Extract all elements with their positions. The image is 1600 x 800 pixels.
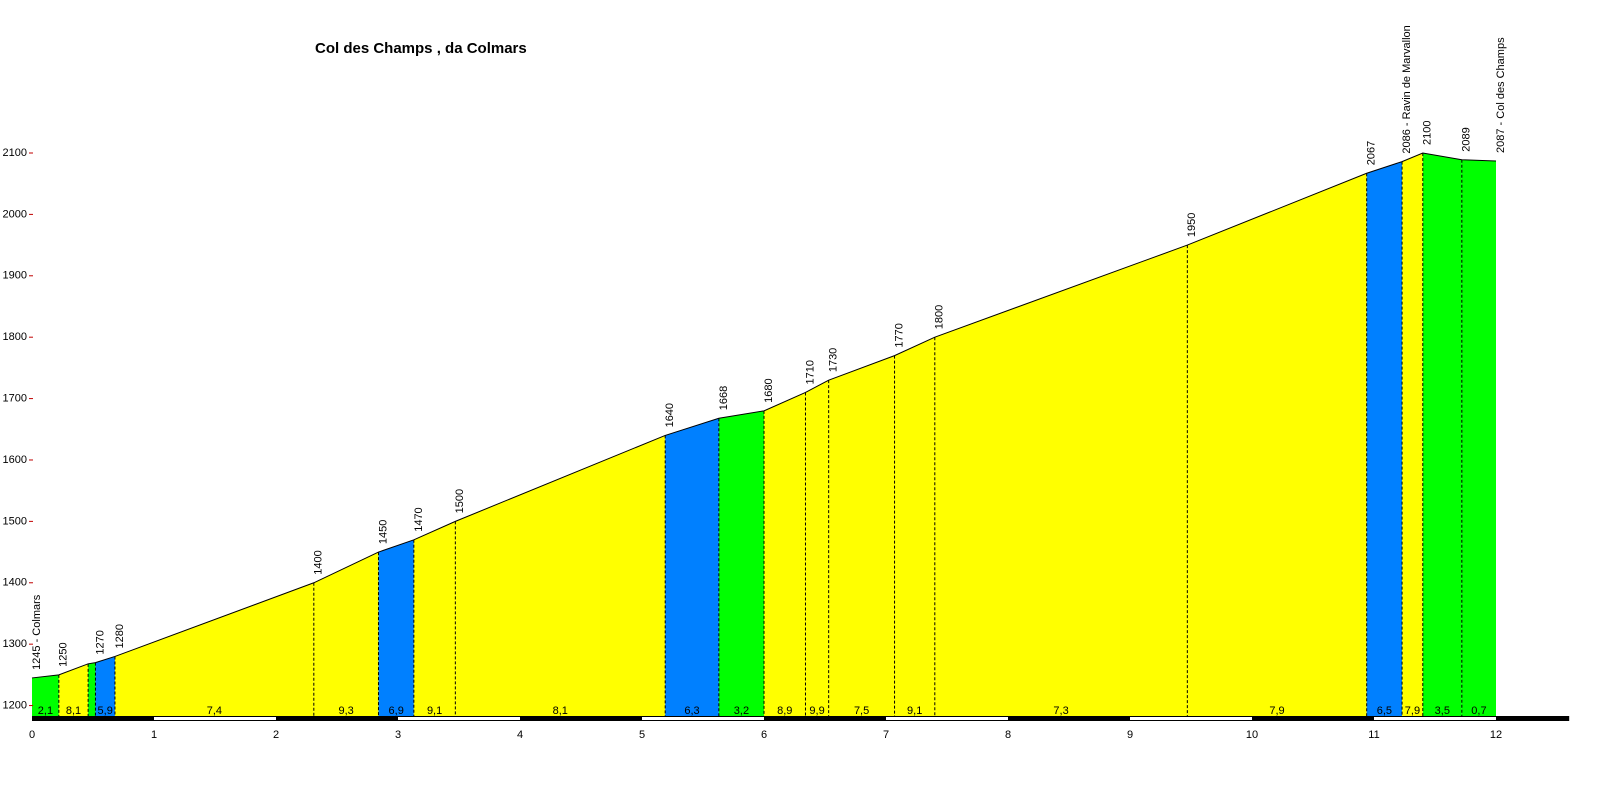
x-tick-label: 11 xyxy=(1368,729,1379,741)
gradient-label: 7,9 xyxy=(1269,705,1284,717)
profile-line xyxy=(31,152,1497,679)
y-tick-label: 1300 xyxy=(3,638,27,650)
x-tick-label: 0 xyxy=(29,729,35,741)
gradient-label: 3,5 xyxy=(1435,705,1450,717)
distance-bar xyxy=(32,716,1570,721)
y-tick-label: 2100 xyxy=(3,147,27,159)
profile-segment xyxy=(894,337,935,716)
gradient-label: 6,9 xyxy=(389,705,404,717)
gradient-label: 0,7 xyxy=(1471,705,1486,717)
profile-segment xyxy=(934,245,1188,716)
profile-segment xyxy=(378,539,414,716)
elevation-label: 2100 xyxy=(1422,121,1434,145)
profile-segment xyxy=(413,521,456,716)
elevation-label: 1400 xyxy=(313,550,325,574)
profile-segment xyxy=(1422,153,1462,716)
profile-segment xyxy=(1187,173,1367,717)
y-tick-label: 1600 xyxy=(3,454,27,466)
x-tick-label: 7 xyxy=(883,729,889,741)
y-tick-label: 1700 xyxy=(3,392,27,404)
profile-segment xyxy=(114,582,314,716)
profile-segment xyxy=(1461,159,1496,716)
elevation-label: 1245 - Colmars xyxy=(31,594,43,670)
gradient-label: 8,9 xyxy=(777,705,792,717)
elevation-label: 1280 xyxy=(114,624,126,648)
profile-segment xyxy=(1402,153,1423,716)
distance-bar-white xyxy=(398,717,520,720)
y-tick-label: 1800 xyxy=(3,331,27,343)
gradient-label: 9,9 xyxy=(809,705,824,717)
x-tick-label: 1 xyxy=(151,729,157,741)
profile-segment xyxy=(1366,161,1403,717)
gradient-label: 2,1 xyxy=(38,705,53,717)
elevation-label: 2089 xyxy=(1461,127,1473,151)
profile-segment xyxy=(805,380,829,716)
chart-title: Col des Champs , da Colmars xyxy=(315,40,527,57)
distance-bar-white xyxy=(1374,717,1496,720)
profile-segment xyxy=(58,663,89,716)
profile-segment xyxy=(88,662,96,716)
gradient-label: 9,3 xyxy=(339,705,354,717)
gradient-label: 7,3 xyxy=(1053,705,1068,717)
profile-segment xyxy=(313,552,379,716)
elevation-label: 1450 xyxy=(377,520,389,544)
elevation-label: 1710 xyxy=(804,360,816,384)
gradient-label: 6,3 xyxy=(684,705,699,717)
gradient-label: 6,5 xyxy=(1377,705,1392,717)
elevation-label: 1668 xyxy=(718,386,730,410)
gradient-label: 8,1 xyxy=(66,705,81,717)
profile-segment xyxy=(828,355,895,716)
gradient-label: 9,1 xyxy=(427,705,442,717)
gradient-label: 8,1 xyxy=(553,705,568,717)
x-tick-label: 10 xyxy=(1246,729,1258,741)
profile-segment xyxy=(764,392,806,716)
gradient-label: 5,9 xyxy=(98,705,113,717)
profile-segment xyxy=(95,656,115,716)
elevation-label: 1500 xyxy=(454,489,466,513)
elevation-label: 1950 xyxy=(1186,213,1198,237)
profile-segment xyxy=(665,418,719,716)
y-tick-label: 1400 xyxy=(3,577,27,589)
elevation-label: 1680 xyxy=(763,378,775,402)
elevation-label: 1640 xyxy=(664,403,676,427)
elevation-label: 2086 - Ravin de Marvallon xyxy=(1401,25,1413,153)
gradient-label: 7,9 xyxy=(1405,705,1420,717)
x-tick-label: 5 xyxy=(639,729,645,741)
distance-bar-white xyxy=(642,717,764,720)
x-tick-label: 4 xyxy=(517,729,523,741)
gradient-label: 3,2 xyxy=(734,705,749,717)
y-tick-label: 1500 xyxy=(3,515,27,527)
elevation-label: 1270 xyxy=(94,630,106,654)
x-tick-label: 9 xyxy=(1127,729,1133,741)
x-tick-label: 2 xyxy=(273,729,279,741)
profile-segment xyxy=(455,435,666,716)
gradient-label: 9,1 xyxy=(907,705,922,717)
x-tick-label: 8 xyxy=(1005,729,1011,741)
y-tick-label: 1900 xyxy=(3,270,27,282)
elevation-label: 1470 xyxy=(413,507,425,531)
distance-bar-white xyxy=(1130,717,1252,720)
y-tick-label: 1200 xyxy=(3,699,27,711)
elevation-label: 1770 xyxy=(893,323,905,347)
x-tick-label: 3 xyxy=(395,729,401,741)
distance-bar-white xyxy=(886,717,1008,720)
elevation-label: 2067 xyxy=(1366,141,1378,165)
profile-segment xyxy=(32,674,59,716)
x-tick-label: 6 xyxy=(761,729,767,741)
elevation-label: 1730 xyxy=(828,348,840,372)
y-tick-label: 2000 xyxy=(3,208,27,220)
gradient-label: 7,5 xyxy=(854,705,869,717)
elevation-label: 2087 - Col des Champs xyxy=(1495,37,1507,153)
gradient-label: 7,4 xyxy=(207,705,222,717)
elevation-label: 1250 xyxy=(58,642,70,666)
distance-bar-white xyxy=(154,717,276,720)
x-tick-label: 12 xyxy=(1490,729,1502,741)
profile-segment xyxy=(718,410,764,716)
elevation-label: 1800 xyxy=(934,305,946,329)
